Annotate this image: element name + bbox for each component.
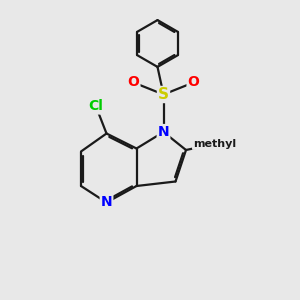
Text: O: O [188,76,200,89]
Text: N: N [158,125,169,139]
Text: O: O [128,76,140,89]
Text: S: S [158,87,169,102]
Text: N: N [101,196,112,209]
Text: methyl: methyl [193,139,236,149]
Text: Cl: Cl [88,100,104,113]
